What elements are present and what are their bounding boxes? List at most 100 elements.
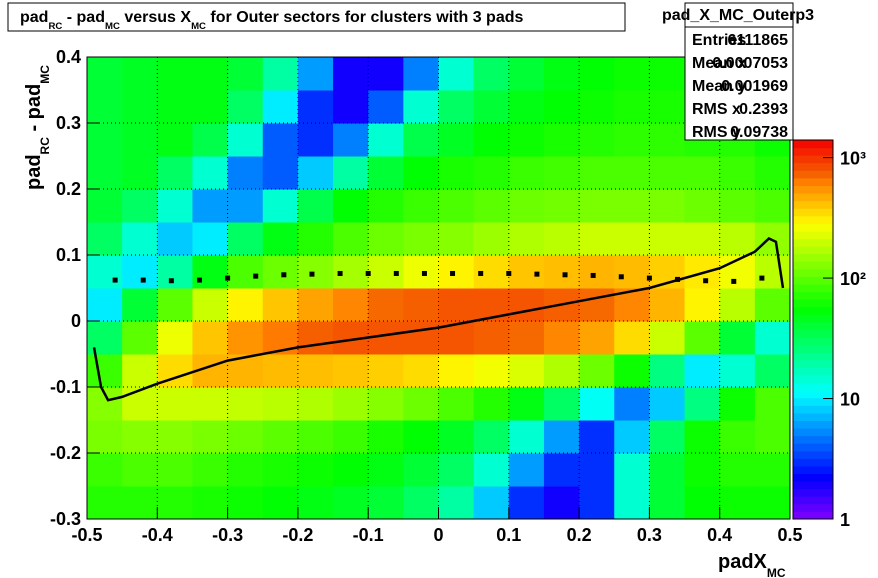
heat-cell xyxy=(192,255,229,289)
palette-cell xyxy=(793,458,833,467)
heat-cell xyxy=(438,453,475,487)
heat-cell xyxy=(333,354,369,388)
y-axis-label-part: MC xyxy=(38,65,52,84)
heat-cell xyxy=(684,321,721,355)
heat-cell xyxy=(543,420,580,454)
palette-cell xyxy=(793,215,833,224)
title-box xyxy=(7,2,626,32)
heat-cell xyxy=(333,90,369,124)
heat-cell xyxy=(403,288,439,322)
heat-cell xyxy=(473,222,510,256)
heat-cell xyxy=(684,420,721,454)
heat-cell xyxy=(403,420,439,454)
heat-cell xyxy=(192,90,229,124)
heat-cell xyxy=(122,57,158,91)
heat-cell xyxy=(192,288,229,322)
heat-cell xyxy=(122,288,158,322)
heat-cell xyxy=(649,321,686,355)
heat-cell xyxy=(438,486,475,519)
heat-cell xyxy=(719,321,756,355)
heat-cell xyxy=(614,321,650,355)
stats-panel xyxy=(684,2,794,141)
palette-cell xyxy=(793,450,833,459)
x-axis-label-part: padX xyxy=(718,551,768,573)
heat-cell xyxy=(87,156,123,190)
x-tick-label: -0.2 xyxy=(282,525,313,545)
heat-cell xyxy=(649,288,686,322)
heat-cell xyxy=(438,255,475,289)
heat-cell xyxy=(87,288,123,322)
heat-cell xyxy=(508,288,545,322)
heat-cell xyxy=(649,189,686,223)
palette-cell xyxy=(793,359,833,368)
stats-value: 0.001969 xyxy=(721,78,788,95)
heat-cell xyxy=(297,255,334,289)
x-tick-label: 0.2 xyxy=(567,525,592,545)
profile-marker xyxy=(112,277,118,283)
heat-cell xyxy=(122,123,158,157)
heat-cell xyxy=(754,255,790,289)
palette-cell xyxy=(793,390,833,399)
heat-cell xyxy=(192,156,229,190)
heat-cell xyxy=(157,321,193,355)
heat-cell xyxy=(754,222,790,256)
heat-cell xyxy=(508,57,545,91)
heat-cell xyxy=(122,222,158,256)
stats-value: 0.0007053 xyxy=(712,55,788,72)
heat-cell xyxy=(262,90,299,124)
heat-cell xyxy=(614,420,650,454)
heat-cell xyxy=(157,156,193,190)
palette-cell xyxy=(793,147,833,156)
palette-cell xyxy=(793,473,833,482)
palette-cell xyxy=(793,481,833,490)
profile-marker xyxy=(478,270,484,276)
heat-cell xyxy=(649,156,686,190)
heat-cell xyxy=(122,90,158,124)
z-tick-label: 1 xyxy=(840,510,850,530)
palette-cell xyxy=(793,397,833,406)
palette-cell xyxy=(793,276,833,285)
heat-cell xyxy=(122,321,158,355)
heat-cell xyxy=(297,90,334,124)
palette-cell xyxy=(793,299,833,308)
heat-cell xyxy=(87,123,123,157)
heat-cell xyxy=(438,387,475,421)
palette-cell xyxy=(793,306,833,315)
heat-cell xyxy=(262,57,299,91)
heat-cell xyxy=(649,222,686,256)
x-tick-label: -0.5 xyxy=(71,525,102,545)
heat-cell xyxy=(543,387,580,421)
heat-cell xyxy=(473,90,510,124)
heat-cell xyxy=(508,420,545,454)
palette-cell xyxy=(793,208,833,217)
palette-cell xyxy=(793,253,833,262)
heat-cell xyxy=(684,255,721,289)
heat-cell xyxy=(719,486,756,519)
heat-cell xyxy=(754,420,790,454)
heat-cell xyxy=(192,420,229,454)
profile-marker xyxy=(140,277,146,283)
palette-cell xyxy=(793,321,833,330)
palette-frame xyxy=(792,139,834,520)
palette-cell xyxy=(793,511,833,520)
heat-cell xyxy=(543,156,580,190)
palette-cell xyxy=(793,261,833,270)
heat-cell xyxy=(227,156,264,190)
profile-marker xyxy=(281,272,287,278)
heat-cell xyxy=(579,255,615,289)
heat-cell xyxy=(262,486,299,519)
heat-cell xyxy=(614,255,650,289)
heat-cell xyxy=(438,57,475,91)
profile-marker xyxy=(618,274,624,280)
heat-cell xyxy=(262,255,299,289)
y-tick-label: 0.2 xyxy=(56,179,81,199)
heat-cell xyxy=(157,123,193,157)
palette-cell xyxy=(793,374,833,384)
palette-cell xyxy=(793,155,833,164)
heat-cell xyxy=(192,453,229,487)
heat-cell xyxy=(122,189,158,223)
heat-cell xyxy=(508,354,545,388)
heat-cell xyxy=(368,156,404,190)
heat-cell xyxy=(87,222,123,256)
